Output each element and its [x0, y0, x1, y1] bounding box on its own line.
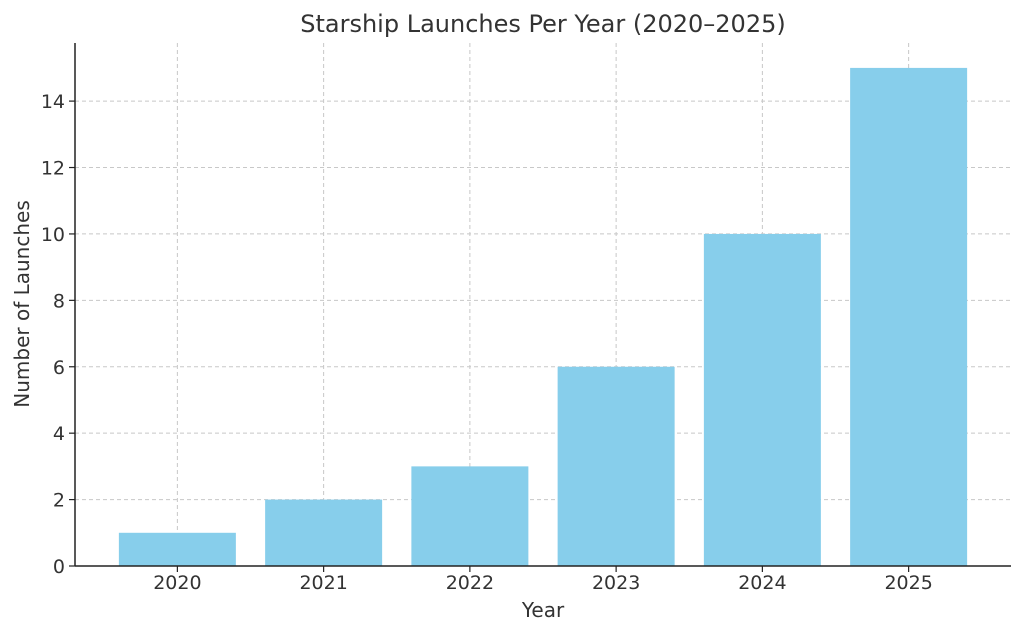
- y-tick-label: 2: [53, 490, 65, 512]
- bar-2021: [265, 499, 383, 566]
- y-tick-label: 0: [53, 556, 65, 578]
- x-axis-title: Year: [521, 598, 565, 622]
- bars: [118, 67, 968, 567]
- bar-2020: [118, 532, 236, 566]
- axes: [74, 43, 1011, 567]
- chart-title: Starship Launches Per Year (2020–2025): [300, 10, 785, 38]
- x-tick-label: 2024: [738, 572, 786, 594]
- y-tick-label: 8: [53, 290, 65, 312]
- x-tick-label: 2022: [446, 572, 494, 594]
- x-tick-label: 2021: [299, 572, 347, 594]
- x-tick-label: 2020: [153, 572, 201, 594]
- y-tick-label: 10: [41, 224, 65, 246]
- ticks: 0 2 4 6 8 10 12 14 2020 2021 2022 2023 2024 2025: [41, 91, 933, 594]
- bar-2022: [411, 466, 529, 566]
- bar-2025: [850, 67, 968, 567]
- y-tick-label: 6: [53, 357, 65, 379]
- bar-2023: [557, 366, 675, 566]
- bar-2024: [703, 233, 821, 566]
- x-tick-label: 2023: [592, 572, 640, 594]
- x-tick-label: 2025: [884, 572, 932, 594]
- y-tick-label: 4: [53, 423, 65, 445]
- y-axis-title: Number of Launches: [10, 200, 34, 407]
- y-tick-label: 14: [41, 91, 65, 113]
- y-tick-label: 12: [41, 158, 65, 180]
